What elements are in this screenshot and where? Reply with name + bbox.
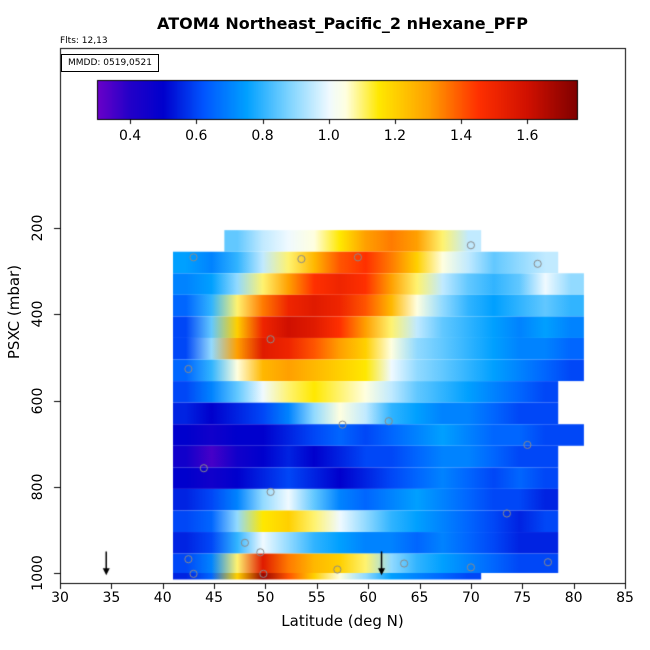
mmdd-annotation-box: MMDD: 0519,0521 bbox=[61, 54, 159, 72]
x-tick-label: 85 bbox=[616, 590, 634, 606]
x-axis-label: Latitude (deg N) bbox=[281, 612, 404, 630]
y-tick-label: 1000 bbox=[30, 555, 46, 591]
colorbar-tick-label: 1.2 bbox=[383, 128, 407, 144]
mmdd-annotation: MMDD: 0519,0521 bbox=[68, 58, 152, 68]
x-tick-label: 75 bbox=[513, 590, 532, 606]
x-tick-label: 30 bbox=[51, 590, 69, 606]
colorbar-tick-label: 0.6 bbox=[185, 128, 208, 144]
colorbar-tick-label: 0.8 bbox=[251, 128, 274, 144]
x-tick-label: 45 bbox=[205, 590, 223, 606]
y-tick-label: 200 bbox=[30, 214, 46, 242]
y-tick-label: 400 bbox=[30, 300, 46, 328]
y-tick-label: 600 bbox=[30, 387, 46, 414]
x-tick-label: 35 bbox=[102, 590, 121, 606]
colorbar-tick-label: 1.0 bbox=[317, 128, 340, 144]
x-tick-label: 40 bbox=[153, 590, 172, 606]
y-axis-label: PSXC (mbar) bbox=[5, 264, 23, 360]
colorbar-tick-label: 1.6 bbox=[516, 128, 539, 144]
colorbar-tick-label: 0.4 bbox=[118, 128, 142, 144]
x-tick-label: 55 bbox=[307, 590, 326, 606]
x-tick-label: 50 bbox=[256, 590, 275, 606]
chart-title: ATOM4 Northeast_Pacific_2 nHexane_PFP bbox=[157, 14, 528, 33]
x-tick-label: 65 bbox=[410, 590, 429, 606]
x-tick-label: 70 bbox=[461, 590, 480, 606]
x-tick-label: 60 bbox=[359, 590, 378, 606]
colorbar-tick-label: 1.4 bbox=[449, 128, 473, 144]
y-tick-label: 800 bbox=[30, 473, 46, 501]
x-tick-label: 80 bbox=[564, 590, 583, 606]
flights-annotation: Flts: 12,13 bbox=[60, 36, 108, 46]
